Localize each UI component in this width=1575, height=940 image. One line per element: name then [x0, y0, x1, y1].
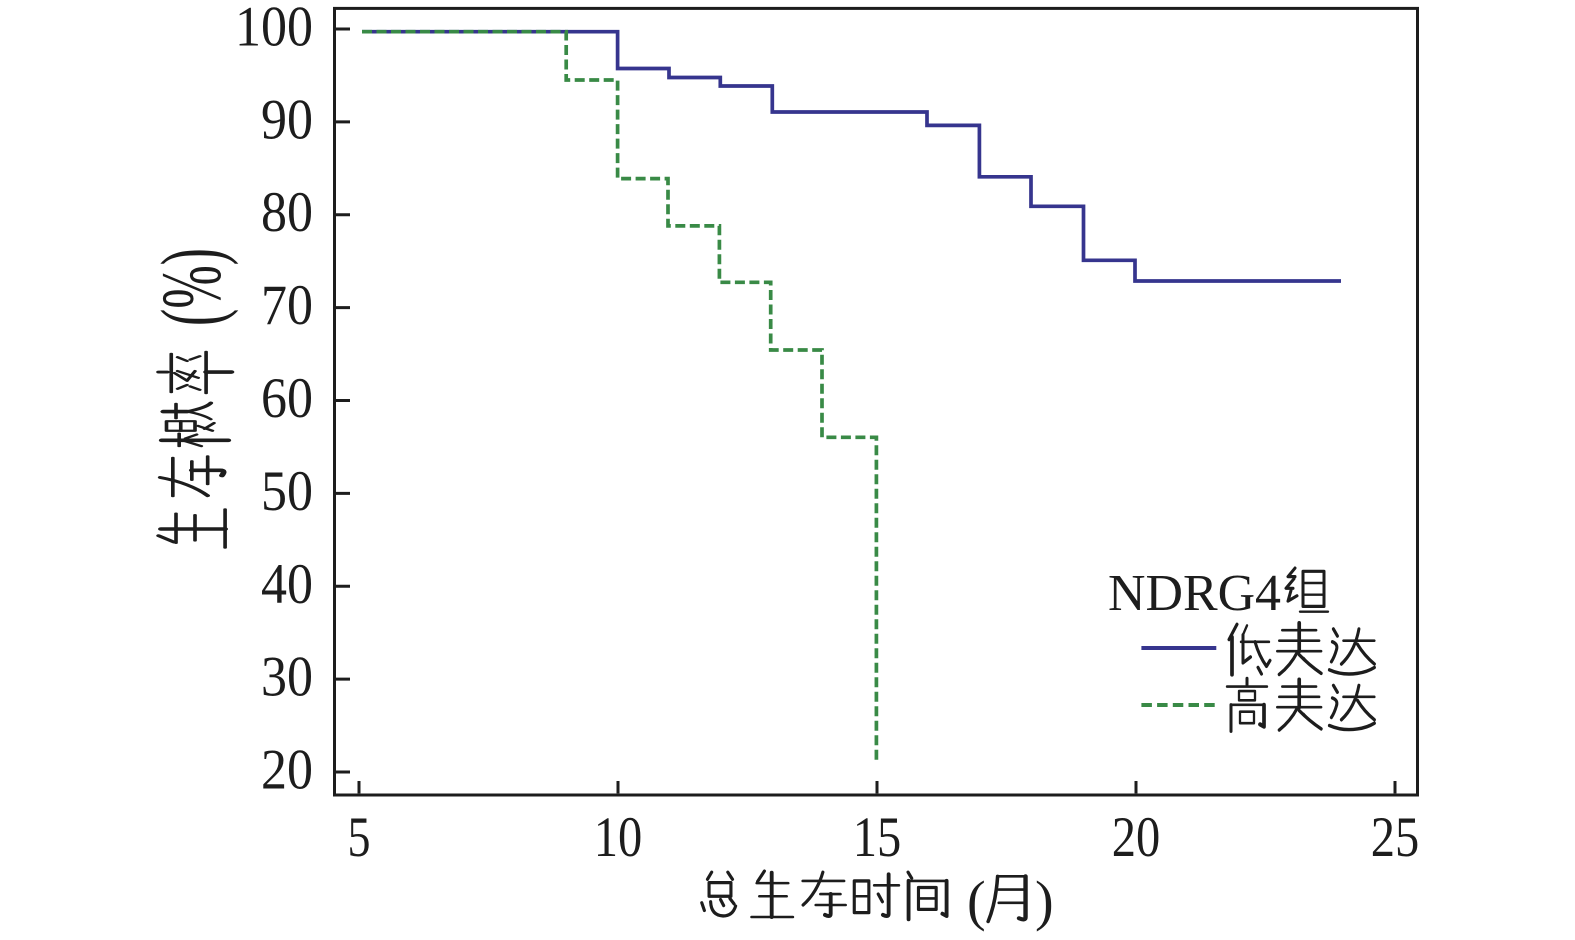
svg-text:25: 25: [1371, 806, 1420, 869]
svg-text:80: 80: [261, 181, 313, 244]
svg-text:NDRG4: NDRG4: [1108, 565, 1281, 622]
svg-text:(%): (%): [144, 248, 239, 326]
svg-text:): ): [1035, 871, 1054, 933]
svg-text:10: 10: [594, 806, 643, 869]
svg-text:70: 70: [261, 274, 313, 337]
svg-text:40: 40: [261, 553, 313, 616]
svg-text:5: 5: [348, 806, 371, 869]
svg-text:15: 15: [853, 806, 902, 869]
svg-text:60: 60: [261, 367, 313, 430]
svg-text:90: 90: [261, 88, 313, 151]
svg-text:20: 20: [1112, 806, 1161, 869]
svg-text:50: 50: [261, 460, 313, 523]
svg-text:30: 30: [261, 646, 313, 709]
svg-text:20: 20: [261, 739, 313, 802]
svg-text:(: (: [967, 871, 986, 933]
svg-text:100: 100: [235, 0, 313, 59]
